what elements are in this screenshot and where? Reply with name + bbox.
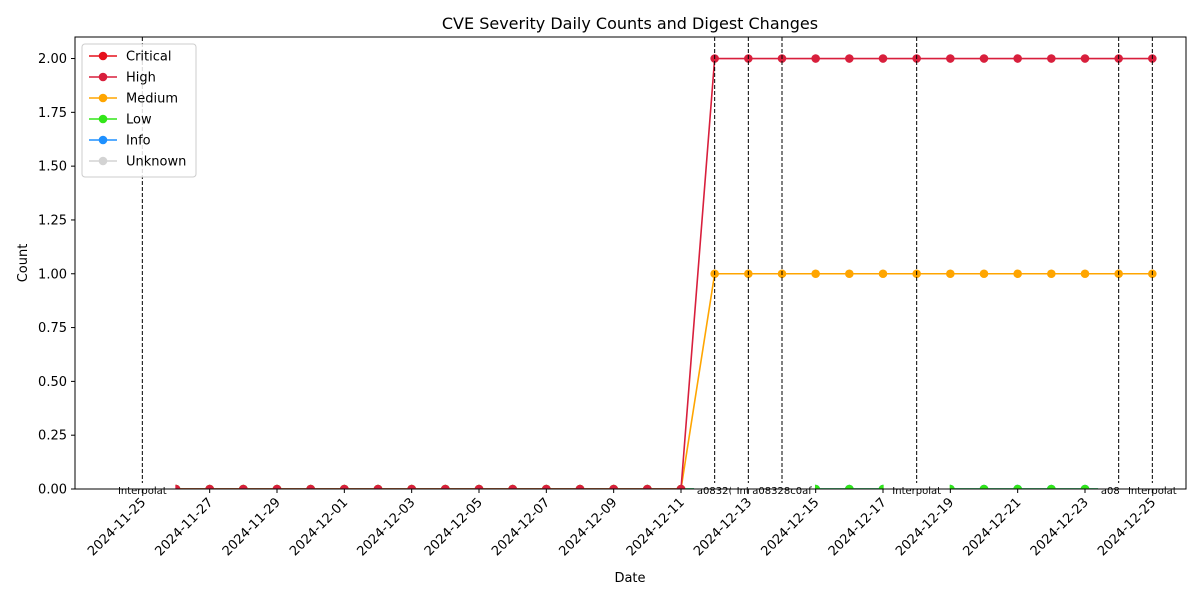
data-point-high: [575, 484, 585, 489]
data-point-medium: [1080, 269, 1090, 279]
data-point-high: [676, 484, 686, 489]
y-tick-label: 1.25: [38, 213, 67, 228]
data-point-high: [1013, 54, 1022, 63]
data-point-high: [643, 484, 652, 489]
data-point-high: [1047, 54, 1056, 63]
y-tick-label: 0.25: [38, 429, 67, 444]
y-tick-label: 0.00: [38, 483, 67, 498]
x-tick-label: 2024-12-01: [287, 495, 351, 559]
plot-frame: [74, 36, 1187, 490]
y-tick-label: 1.50: [38, 160, 67, 175]
legend-swatch-marker-low: [98, 114, 108, 124]
y-tick-label: 0.75: [38, 321, 67, 336]
data-point-low: [845, 484, 854, 489]
x-tick-label: 2024-11-29: [220, 495, 284, 559]
x-tick-label: 2024-12-25: [1095, 495, 1159, 559]
data-point-medium: [1013, 269, 1022, 279]
digest-change-label: a08328c0af: [752, 486, 812, 497]
data-point-high: [946, 54, 955, 63]
x-axis-label: Date: [614, 571, 645, 586]
data-point-low: [979, 484, 989, 489]
legend: Critical High Medium Low Info Unknown: [81, 43, 197, 178]
legend-swatch-marker-unknown: [98, 156, 108, 166]
y-tick-label: 2.00: [38, 52, 67, 67]
data-point-high: [1080, 54, 1090, 63]
legend-label-low: Low: [126, 113, 152, 128]
data-point-high: [878, 54, 888, 63]
data-point-high: [845, 54, 854, 63]
x-tick-label: 2024-12-11: [624, 495, 688, 559]
data-point-high: [979, 54, 989, 63]
legend-label-critical: Critical: [126, 50, 171, 65]
data-point-high: [542, 484, 551, 489]
data-point-low: [1080, 484, 1090, 489]
data-point-low: [1013, 484, 1022, 489]
x-tick-label: 2024-12-09: [556, 495, 620, 559]
data-point-high: [811, 54, 820, 63]
data-point-medium: [979, 269, 989, 279]
digest-change-label: Interpolat: [892, 486, 941, 497]
series-line-medium: [176, 272, 1153, 489]
y-tick-label: 1.75: [38, 106, 67, 121]
chart-title: CVE Severity Daily Counts and Digest Cha…: [442, 14, 818, 33]
digest-change-label: a0832(: [1101, 486, 1137, 497]
y-tick-label: 1.00: [38, 267, 67, 282]
data-point-high: [340, 484, 349, 489]
data-point-high: [407, 484, 416, 489]
x-tick-label: 2024-12-15: [758, 495, 822, 559]
data-point-medium: [811, 269, 820, 279]
digest-change-label: a0832(: [697, 486, 733, 497]
legend-label-high: High: [126, 71, 156, 86]
y-axis-label: Count: [16, 244, 31, 283]
x-tick-label: 2024-12-23: [1028, 495, 1092, 559]
data-point-medium: [878, 269, 888, 279]
legend-swatch-marker-high: [98, 72, 108, 82]
x-tick-label: 2024-12-19: [893, 495, 957, 559]
x-tick-label: 2024-12-07: [489, 495, 553, 559]
data-point-high: [205, 484, 214, 489]
data-point-high: [474, 484, 484, 489]
data-point-high: [272, 484, 282, 489]
data-point-high: [609, 484, 618, 489]
data-point-medium: [946, 269, 955, 279]
x-tick-label: 2024-12-17: [826, 495, 890, 559]
x-tick-label: 2024-11-25: [85, 495, 149, 559]
data-point-high: [373, 484, 383, 489]
legend-label-info: Info: [126, 134, 151, 149]
x-tick-label: 2024-11-27: [152, 495, 216, 559]
data-point-high: [306, 484, 315, 489]
plot-clipped-group: [171, 54, 1157, 489]
legend-swatch-marker-info: [98, 135, 108, 145]
data-point-low: [1047, 484, 1056, 489]
legend-label-medium: Medium: [126, 92, 178, 107]
x-tick-label: 2024-12-13: [691, 495, 755, 559]
axes: 0.00 0.25 0.50 0.75 1.00 1.25 1.50 1.75 2.00 2024…: [38, 52, 1159, 559]
x-tick-label: 2024-12-05: [422, 495, 486, 559]
data-point-high: [441, 484, 450, 489]
x-tick-label: 2024-12-03: [354, 495, 418, 559]
plot-area: Interpolata0832(Intera08328c0afInterpola…: [109, 37, 1186, 497]
legend-label-unknown: Unknown: [126, 155, 186, 170]
data-point-high: [239, 484, 248, 489]
data-point-high: [508, 484, 517, 489]
data-point-medium: [845, 269, 854, 279]
legend-swatch-marker-medium: [98, 93, 108, 103]
x-tick-label: 2024-12-21: [960, 495, 1024, 559]
series-line-high: [176, 57, 1153, 489]
y-tick-label: 0.50: [38, 375, 67, 390]
legend-swatch-marker-critical: [98, 51, 108, 61]
data-point-medium: [1047, 269, 1056, 279]
